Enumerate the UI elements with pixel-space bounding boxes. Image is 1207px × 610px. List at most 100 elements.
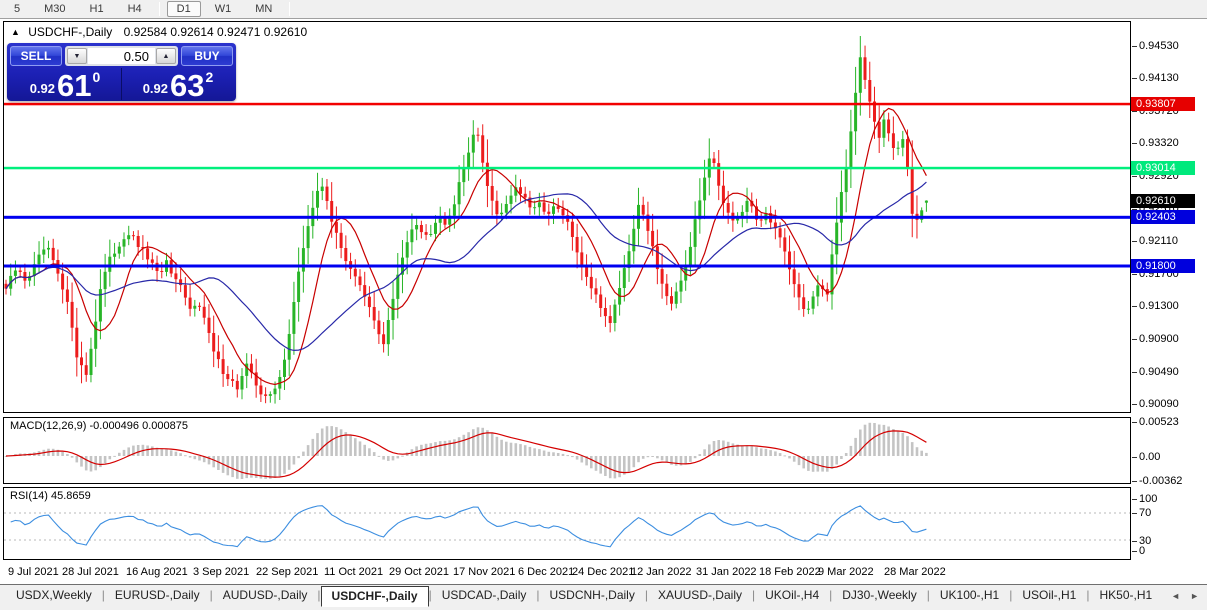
price-chart-canvas[interactable] (4, 22, 1130, 412)
tab-separator: | (536, 588, 540, 602)
tab-separator: | (317, 588, 321, 602)
timeframe-button-h1[interactable]: H1 (89, 3, 104, 15)
rsi-axis-label: 0 (1131, 545, 1146, 557)
price-axis-label: 0.90090 (1132, 398, 1179, 411)
tab-eurusd-daily[interactable]: EURUSD-,Daily (114, 588, 200, 602)
price-axis-label: 0.90900 (1132, 332, 1179, 345)
tabs-scroll-left-button[interactable]: ◄ (1171, 591, 1181, 601)
date-label: 16 Aug 2021 (126, 566, 188, 578)
sell-price-display[interactable]: 0.92 61 0 (9, 68, 122, 101)
tab-scroll-arrows: ◄ ► (1171, 591, 1199, 601)
sell-button[interactable]: SELL (10, 46, 62, 66)
timeframe-button-w1[interactable]: W1 (214, 3, 232, 15)
chevron-up-icon: ▲ (162, 52, 170, 60)
lot-decrease-button[interactable]: ▼ (67, 48, 87, 64)
price-chart-panel: ▲ USDCHF-,Daily 0.92584 0.92614 0.92471 … (3, 21, 1131, 413)
macd-axis-label: 0.00 (1131, 451, 1161, 463)
chart-symbol-title: USDCHF-,Daily (28, 25, 113, 39)
tab-usdchf-daily[interactable]: USDCHF-,Daily (320, 586, 429, 607)
rsi-canvas[interactable] (4, 488, 1130, 559)
rsi-axis-label: 100 (1131, 493, 1158, 505)
buy-price-sup: 2 (205, 69, 214, 85)
one-click-trading-panel: SELL ▼ ▲ BUY 0.92 61 0 (7, 43, 236, 101)
lot-size-spinner: ▼ ▲ (65, 46, 178, 66)
rsi-value: 45.8659 (50, 490, 91, 502)
time-axis: 9 Jul 2021 28 Jul 2021 16 Aug 2021 3 Sep 20… (0, 563, 1207, 583)
sell-price-base: 0.92 (29, 81, 56, 96)
macd-name: MACD(12,26,9) (10, 420, 87, 432)
macd-label: MACD(12,26,9) -0.000496 0.000875 (10, 420, 188, 432)
rsi-axis-label: 30 (1131, 535, 1152, 547)
price-axis-label: 0.90490 (1132, 365, 1179, 378)
tab-usdcnh-daily[interactable]: USDCNH-,Daily (549, 588, 635, 602)
price-badge: 0.91800 (1131, 259, 1195, 273)
tab-separator: | (1009, 588, 1013, 602)
rsi-label: RSI(14) 45.8659 (10, 490, 91, 502)
tab-uk100-h1[interactable]: UK100-,H1 (939, 588, 1000, 602)
tab-separator: | (1086, 588, 1090, 602)
panel-collapse-icon[interactable]: ▲ (11, 27, 20, 37)
tab-dj30-weekly[interactable]: DJ30-,Weekly (842, 588, 917, 602)
tab-audusd-daily[interactable]: AUDUSD-,Daily (222, 588, 308, 602)
timeframe-button-5[interactable]: 5 (14, 3, 21, 15)
date-label: 11 Oct 2021 (324, 566, 384, 578)
tab-separator: | (751, 588, 756, 602)
price-axis-label: 0.91300 (1132, 300, 1179, 313)
tab-ukoil-h4[interactable]: UKOil-,H4 (765, 588, 820, 602)
price-axis-label: 0.94130 (1132, 71, 1179, 84)
tab-usdx-weekly[interactable]: USDX,Weekly (16, 588, 92, 602)
date-label: 28 Jul 2021 (62, 566, 119, 578)
timeframe-button-h4[interactable]: H4 (127, 3, 142, 15)
buy-button[interactable]: BUY (181, 46, 233, 66)
chart-tab-list: USDX,Weekly | EURUSD-,Daily | AUDUSD-,Daily |… (6, 586, 1162, 607)
rsi-panel: RSI(14) 45.8659 (3, 487, 1131, 560)
tab-separator: | (829, 588, 833, 602)
macd-axis-label: 0.00523 (1132, 416, 1179, 428)
macd-panel: MACD(12,26,9) -0.000496 0.000875 (3, 417, 1131, 484)
lot-size-input[interactable] (88, 48, 155, 64)
ohlc-readout: 0.92584 0.92614 0.92471 0.92610 (123, 25, 308, 39)
macd-values: -0.000496 0.000875 (89, 420, 188, 432)
chart-tabs: USDX,Weekly | EURUSD-,Daily | AUDUSD-,Daily |… (0, 584, 1207, 610)
date-label: 29 Oct 2021 (389, 566, 449, 578)
price-badge: 0.92610 (1131, 193, 1195, 208)
tab-separator: | (209, 588, 213, 602)
date-label: 12 Jan 2022 (631, 566, 692, 578)
toolbar-separator (158, 2, 160, 16)
chart-title: ▲ USDCHF-,Daily 0.92584 0.92614 0.92471 … (11, 25, 307, 39)
timeframe-button-d1[interactable]: D1 (166, 1, 201, 17)
tab-usoil-h1[interactable]: USOil-,H1 (1022, 588, 1077, 602)
tab-separator: | (926, 588, 930, 602)
price-badge: 0.93807 (1131, 97, 1195, 111)
macd-canvas[interactable] (4, 418, 1130, 483)
date-label: 3 Sep 2021 (193, 566, 250, 578)
tabs-scroll-right-button[interactable]: ► (1190, 591, 1199, 601)
timeframe-button-m30[interactable]: M30 (44, 3, 66, 15)
tab-separator: | (428, 588, 432, 602)
buy-price-display[interactable]: 0.92 63 2 (122, 68, 234, 101)
tab-hk50-h1[interactable]: HK50-,H1 (1099, 588, 1153, 602)
buy-price-base: 0.92 (142, 81, 169, 96)
rsi-axis-label: 70 (1131, 507, 1152, 519)
tab-separator: | (101, 588, 105, 602)
date-label: 18 Feb 2022 (759, 566, 821, 578)
date-label: 24 Dec 2021 (572, 566, 635, 578)
date-label: 17 Nov 2021 (453, 566, 516, 578)
date-label: 22 Sep 2021 (256, 566, 319, 578)
sell-price-sup: 0 (92, 69, 101, 85)
price-badge: 0.92403 (1131, 210, 1195, 225)
tab-xauusd-daily[interactable]: XAUUSD-,Daily (657, 588, 742, 602)
price-axis-label: 0.93320 (1132, 137, 1179, 150)
price-badge: 0.93014 (1131, 161, 1195, 175)
lot-increase-button[interactable]: ▲ (156, 48, 176, 64)
price-axis-label: 0.94530 (1132, 39, 1179, 52)
price-axis-label: 0.92110 (1132, 234, 1178, 247)
tab-usdcad-daily[interactable]: USDCAD-,Daily (441, 588, 527, 602)
chevron-down-icon: ▼ (73, 52, 81, 60)
timeframe-toolbar: 5 M30 H1 H4 D1 W1 MN (0, 0, 1207, 19)
timeframe-button-mn[interactable]: MN (255, 3, 273, 15)
date-label: 31 Jan 2022 (696, 566, 757, 578)
date-label: 6 Dec 2021 (518, 566, 575, 578)
date-label: 9 Jul 2021 (8, 566, 59, 578)
